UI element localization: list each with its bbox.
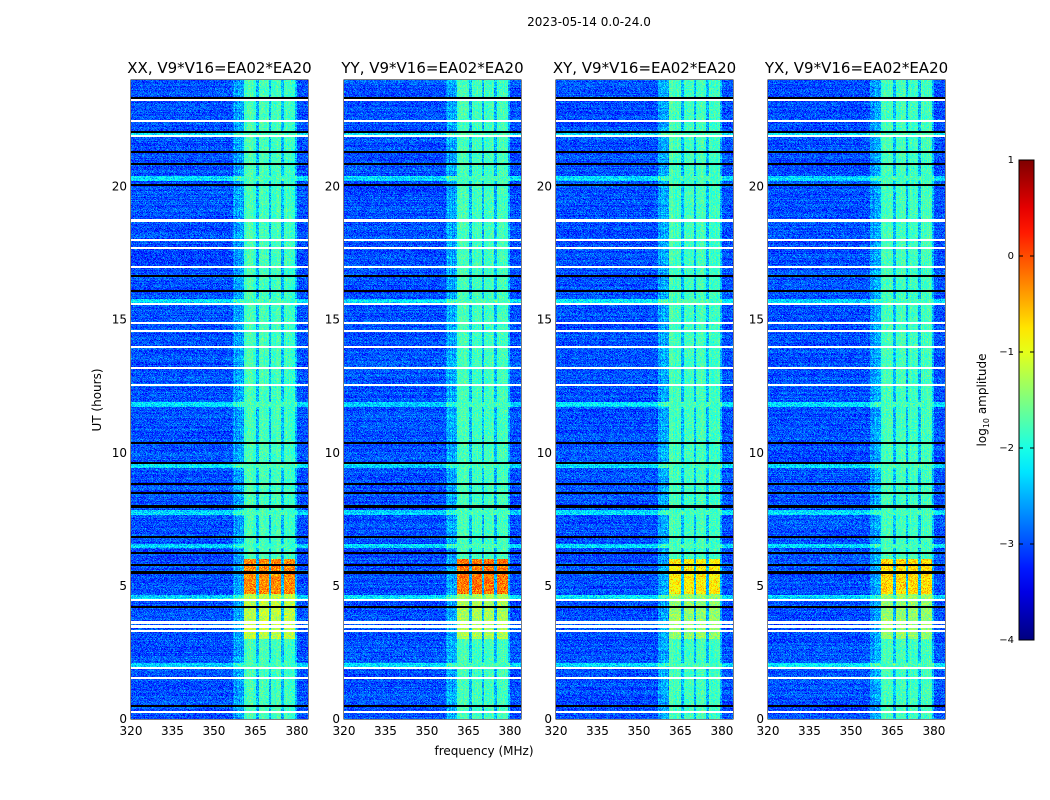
y-tick-label: 15: [749, 313, 764, 327]
x-tick-label: 365: [881, 724, 904, 738]
x-tick-label: 380: [498, 724, 521, 738]
colorbar-tick-label: 1: [1008, 155, 1014, 166]
x-tick-label: 335: [798, 724, 821, 738]
colorbar-tick-label: −3: [999, 539, 1014, 550]
y-tick-label: 20: [112, 180, 127, 194]
y-tick-label: 15: [112, 313, 127, 327]
y-tick-label: 10: [749, 446, 764, 460]
x-tick-label: 365: [244, 724, 267, 738]
x-tick-label: 335: [374, 724, 397, 738]
panel: XX, V9*V16=EA02*EA20 320 335 350 365 380 0 5 10 1…: [112, 59, 312, 738]
y-tick-label: 5: [332, 579, 340, 593]
figure-title: 2023-05-14 0.0-24.0: [527, 15, 651, 29]
colorbar-gradient: [1018, 159, 1035, 641]
x-tick-label: 335: [586, 724, 609, 738]
colorbar-tick-label: −2: [999, 443, 1014, 454]
panel: XY, V9*V16=EA02*EA20 320 335 350 365 380 0 5 10 1…: [537, 59, 736, 738]
y-tick-label: 5: [544, 579, 552, 593]
y-tick-label: 0: [332, 712, 340, 726]
heatmap-yx: [768, 80, 945, 719]
y-tick-label: 15: [537, 313, 552, 327]
panel: YX, V9*V16=EA02*EA20 320 335 350 365 380 0 5 10 1…: [749, 59, 948, 738]
heatmap-xx: [131, 80, 308, 719]
colorbar: 1 0 −1 −2 −3 −4: [999, 155, 1035, 646]
colorbar-tick-label: 0: [1008, 251, 1014, 262]
x-tick-label: 335: [161, 724, 184, 738]
x-tick-label: 320: [757, 724, 780, 738]
colorbar-tick-label: −4: [999, 635, 1014, 646]
x-tick-label: 320: [545, 724, 568, 738]
y-tick-label: 15: [325, 313, 340, 327]
heatmap-xy: [556, 80, 733, 719]
x-tick-label: 320: [333, 724, 356, 738]
x-tick-label: 350: [628, 724, 651, 738]
colorbar-tick-label: −1: [999, 347, 1014, 358]
x-tick-label: 320: [120, 724, 143, 738]
panel-title: XX, V9*V16=EA02*EA20: [127, 59, 311, 77]
x-tick-label: 365: [457, 724, 480, 738]
y-tick-label: 5: [756, 579, 764, 593]
y-tick-label: 20: [749, 180, 764, 194]
x-axis-label: frequency (MHz): [434, 744, 533, 758]
x-tick-label: 380: [285, 724, 308, 738]
y-tick-label: 0: [544, 712, 552, 726]
y-tick-label: 0: [756, 712, 764, 726]
y-tick-label: 20: [325, 180, 340, 194]
x-tick-label: 380: [922, 724, 945, 738]
panel-title: YY, V9*V16=EA02*EA20: [340, 59, 523, 77]
y-tick-label: 20: [537, 180, 552, 194]
x-tick-label: 380: [710, 724, 733, 738]
panel-title: XY, V9*V16=EA02*EA20: [553, 59, 736, 77]
y-tick-label: 10: [325, 446, 340, 460]
panels: XX, V9*V16=EA02*EA20 320 335 350 365 380 0 5 10 1…: [112, 59, 948, 738]
panel-title: YX, V9*V16=EA02*EA20: [764, 59, 948, 77]
colorbar-label: log10 amplitude: [975, 354, 991, 447]
heatmap-yy: [344, 80, 521, 719]
y-tick-label: 10: [112, 446, 127, 460]
x-tick-label: 365: [669, 724, 692, 738]
y-axis-label: UT (hours): [90, 368, 104, 431]
y-tick-label: 5: [119, 579, 127, 593]
x-tick-label: 350: [203, 724, 226, 738]
x-tick-label: 350: [416, 724, 439, 738]
y-tick-label: 0: [119, 712, 127, 726]
y-tick-label: 10: [537, 446, 552, 460]
x-tick-label: 350: [840, 724, 863, 738]
